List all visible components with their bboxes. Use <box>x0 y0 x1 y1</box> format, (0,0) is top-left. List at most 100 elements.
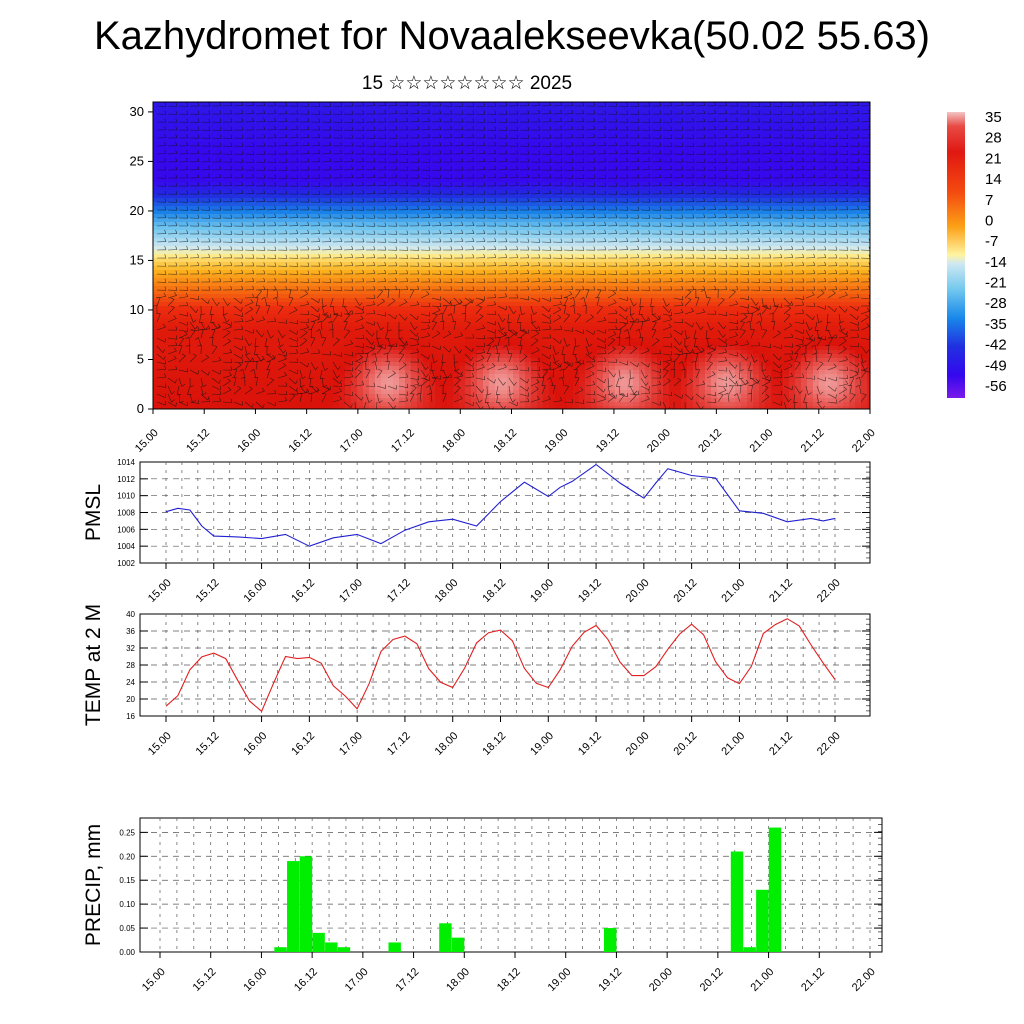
heatmap-cell <box>309 226 316 231</box>
heatmap-cell <box>435 134 442 139</box>
heatmap-cell <box>777 210 784 215</box>
heatmap-cell <box>621 150 628 155</box>
heatmap-cell <box>597 178 604 183</box>
heatmap-cell <box>639 214 646 219</box>
heatmap-cell <box>453 238 460 243</box>
heatmap-cell <box>351 162 358 167</box>
heatmap-cell <box>237 234 244 239</box>
heatmap-cell <box>309 214 316 219</box>
heatmap-cell <box>501 178 508 183</box>
heatmap-cell <box>627 178 634 183</box>
heatmap-cell <box>567 158 574 163</box>
heatmap-cell <box>423 206 430 211</box>
heatmap-cell <box>255 126 262 131</box>
heatmap-cell <box>207 238 214 243</box>
heatmap-cell <box>255 246 262 251</box>
heatmap-cell <box>177 134 184 139</box>
heatmap-cell <box>825 106 832 111</box>
heatmap-cell <box>333 238 340 243</box>
heatmap-cell <box>471 130 478 135</box>
heatmap-cell <box>699 226 706 231</box>
heatmap-cell <box>483 226 490 231</box>
heatmap-cell <box>633 166 640 171</box>
heatmap-cell <box>165 194 172 199</box>
heatmap-cell <box>537 126 544 131</box>
heatmap-cell <box>843 142 850 147</box>
heatmap-cell <box>705 142 712 147</box>
heatmap-cell <box>249 110 256 115</box>
heatmap-cell <box>189 106 196 111</box>
heatmap-cell <box>489 266 496 271</box>
heatmap-cell <box>561 178 568 183</box>
heatmap-cell <box>549 146 556 151</box>
heatmap-cell <box>279 174 286 179</box>
heatmap-cell <box>477 234 484 239</box>
heatmap-cell <box>861 106 868 111</box>
heatmap-cell <box>453 118 460 123</box>
heatmap-cell <box>363 170 370 175</box>
heatmap-cell <box>825 102 832 107</box>
heatmap-cell <box>411 126 418 131</box>
heatmap-cell <box>447 234 454 239</box>
heatmap-cell <box>183 198 190 203</box>
heatmap-cell <box>297 182 304 187</box>
heatmap-cell <box>717 226 724 231</box>
heatmap-cell <box>729 182 736 187</box>
heatmap-cell <box>801 198 808 203</box>
heatmap-cell <box>801 206 808 211</box>
heatmap-cell <box>393 130 400 135</box>
heatmap-cell <box>795 126 802 131</box>
heatmap-cell <box>783 178 790 183</box>
heatmap-cell <box>285 134 292 139</box>
heatmap-cell <box>225 138 232 143</box>
heatmap-cell <box>459 130 466 135</box>
heatmap-cell <box>807 242 814 247</box>
heatmap-cell <box>441 250 448 255</box>
heatmap-cell <box>207 266 214 271</box>
heatmap-cell <box>249 190 256 195</box>
heatmap-cell <box>693 222 700 227</box>
heatmap-cell <box>411 142 418 147</box>
heatmap-cell <box>207 202 214 207</box>
heatmap-cell <box>249 246 256 251</box>
heatmap-cell <box>615 174 622 179</box>
heatmap-cell <box>669 166 676 171</box>
heatmap-cell <box>645 146 652 151</box>
heatmap-cell <box>339 134 346 139</box>
heatmap-cell <box>699 138 706 143</box>
heatmap-cell <box>489 242 496 247</box>
heatmap-cell <box>549 222 556 227</box>
heatmap-cell <box>777 142 784 147</box>
heatmap-cell <box>717 198 724 203</box>
heatmap-cell <box>807 214 814 219</box>
heatmap-cell <box>603 118 610 123</box>
heatmap-cell <box>189 150 196 155</box>
heatmap-cell <box>765 142 772 147</box>
heatmap-cell <box>741 110 748 115</box>
heatmap-cell <box>579 178 586 183</box>
heatmap-cell <box>267 206 274 211</box>
heatmap-cell <box>807 206 814 211</box>
heatmap-cell <box>783 182 790 187</box>
heatmap-cell <box>177 170 184 175</box>
heatmap-cell <box>579 250 586 255</box>
heatmap-cell <box>747 218 754 223</box>
heatmap-cell <box>759 130 766 135</box>
heatmap-cell <box>579 142 586 147</box>
heatmap-cell <box>291 114 298 119</box>
heatmap-cell <box>561 214 568 219</box>
heatmap-cell <box>315 250 322 255</box>
heatmap-cell <box>837 194 844 199</box>
heatmap-cell <box>369 258 376 263</box>
heatmap-cell <box>501 122 508 127</box>
heatmap-cell <box>351 186 358 191</box>
heatmap-cell <box>699 122 706 127</box>
heatmap-cell <box>285 262 292 267</box>
heatmap-cell <box>735 182 742 187</box>
heatmap-cell <box>159 138 166 143</box>
heatmap-cell <box>471 186 478 191</box>
heatmap-cell <box>507 194 514 199</box>
heatmap-cell <box>177 150 184 155</box>
heatmap-cell <box>819 122 826 127</box>
heatmap-cell <box>603 198 610 203</box>
